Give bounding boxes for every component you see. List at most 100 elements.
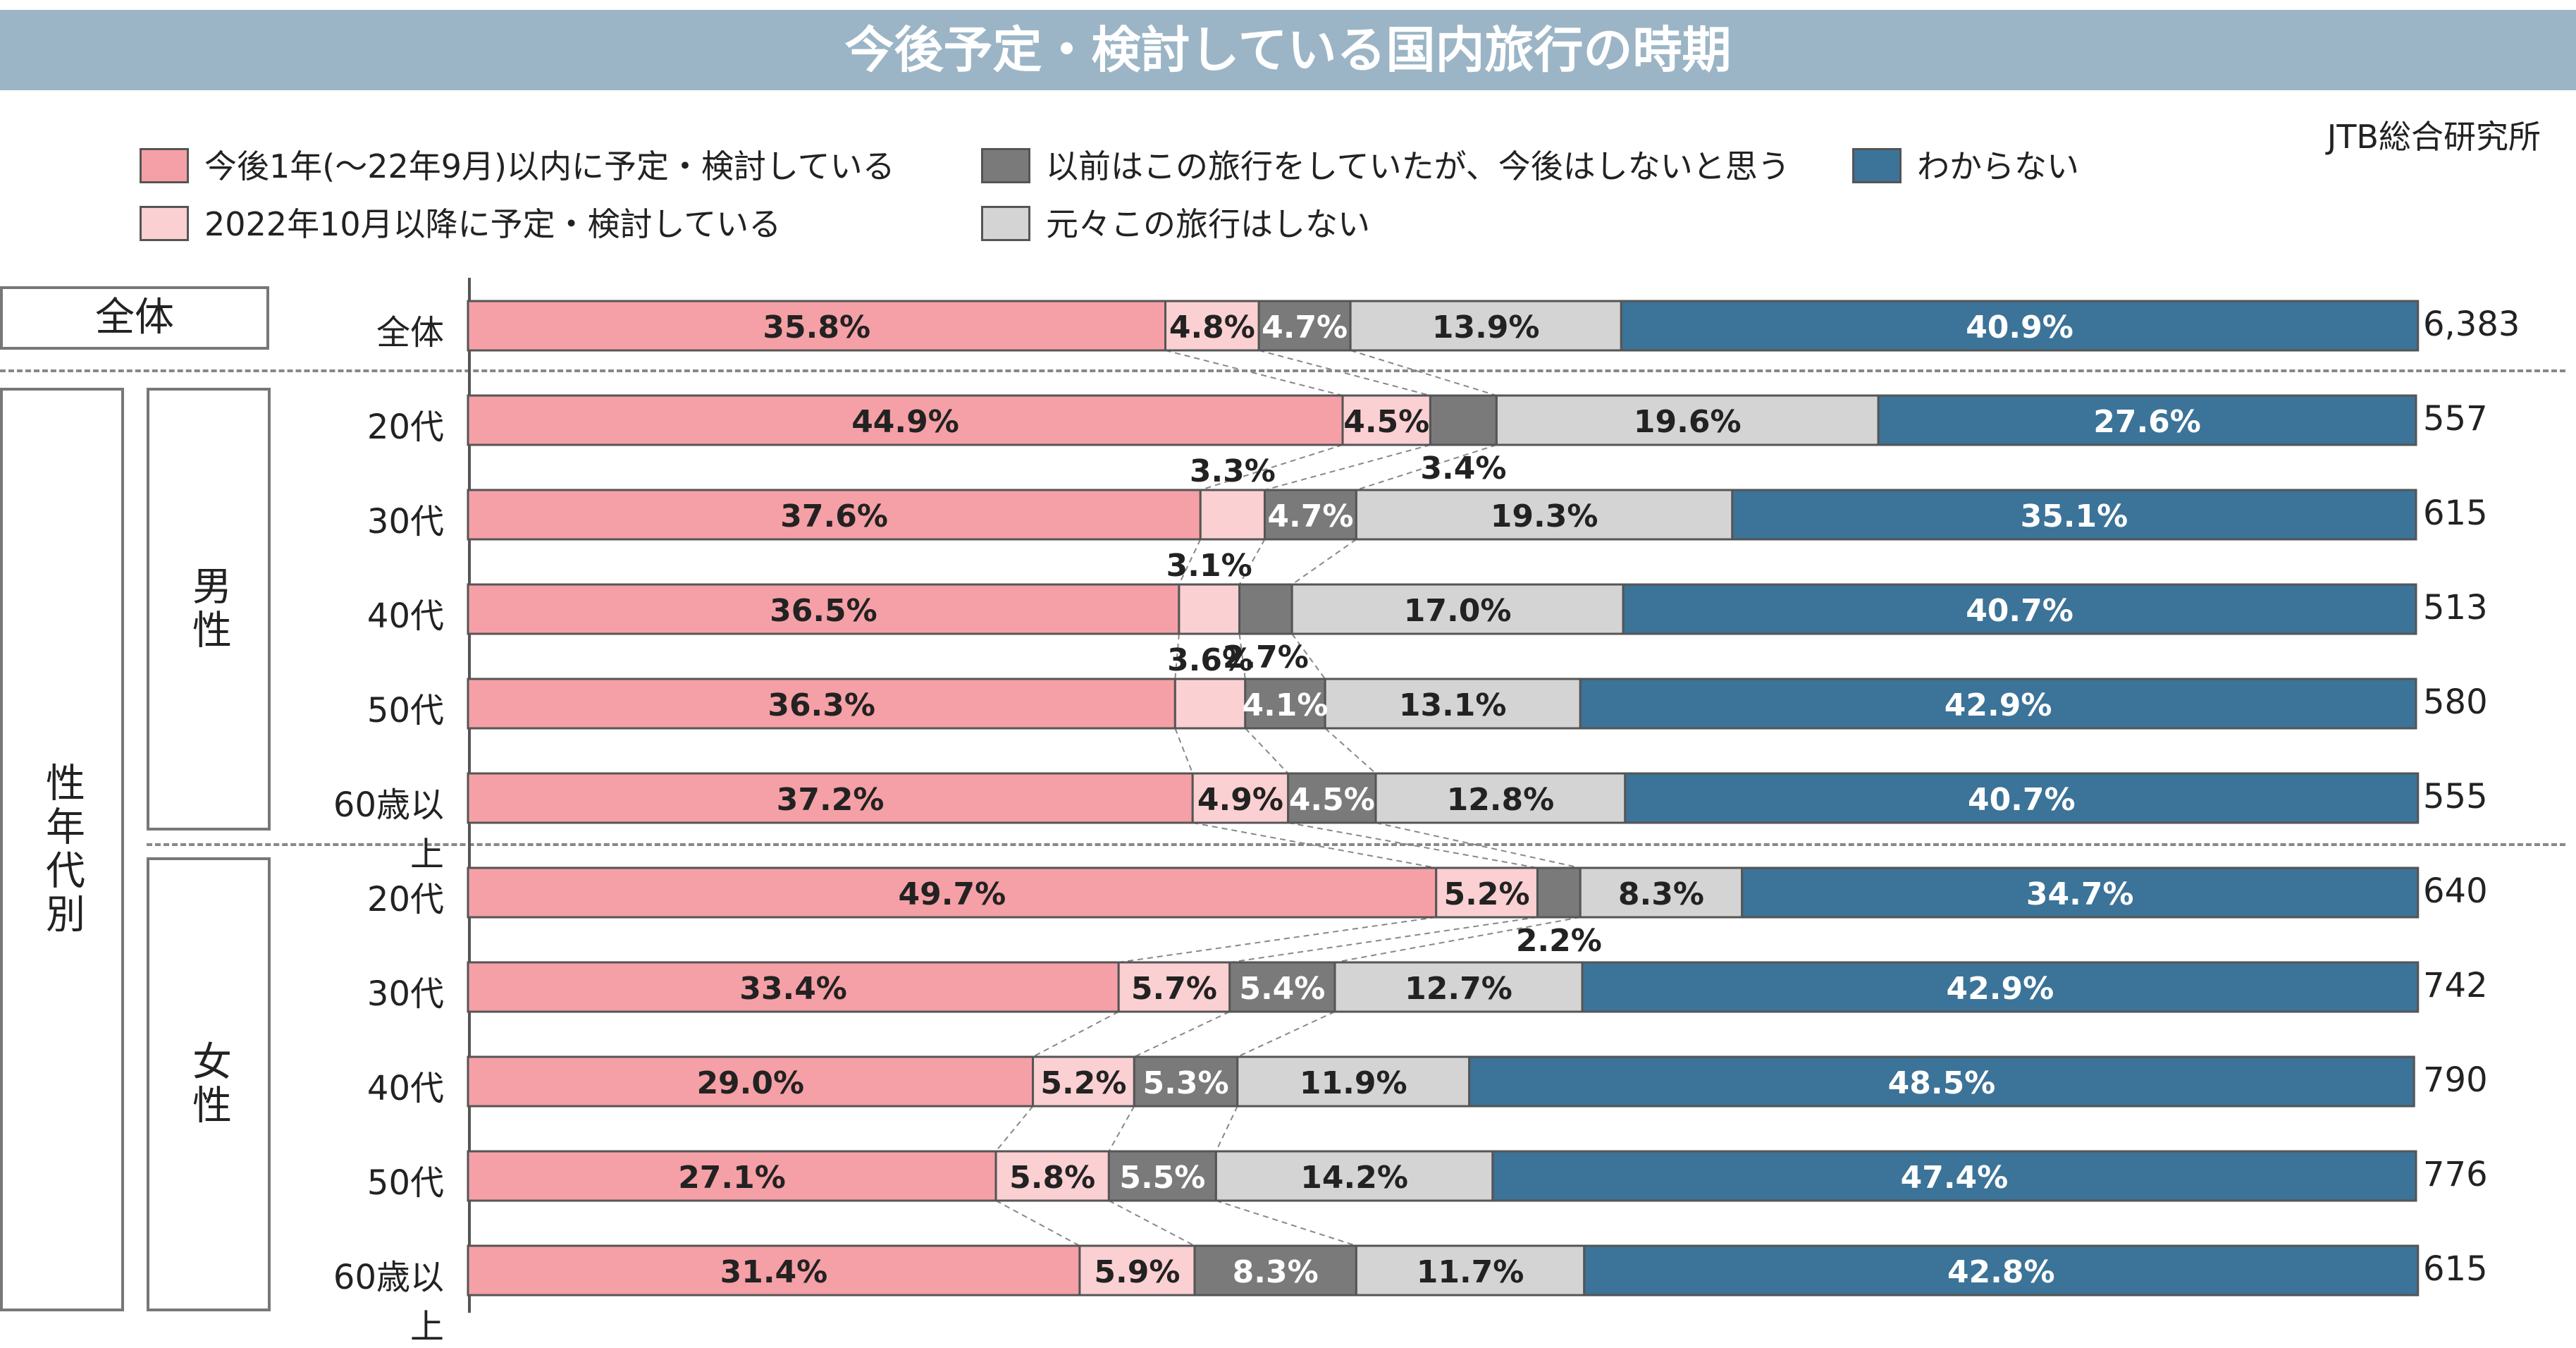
bar-segment-never — [1324, 678, 1582, 730]
data-label-never: 13.1% — [1399, 687, 1507, 723]
legend-label-unknown: わからない — [1917, 147, 2079, 185]
legend-label-after-oct-2022: 2022年10月以降に予定・検討している — [204, 205, 782, 243]
connector-line — [1118, 917, 1436, 963]
separator-male-female — [147, 843, 2565, 846]
row-label: 全体 — [376, 313, 444, 353]
sample-size: 776 — [2423, 1155, 2488, 1194]
bar-segment-unknown — [1877, 394, 2417, 446]
data-label-after-oct-2022: 3.3% — [1190, 453, 1276, 489]
data-label-unknown: 42.9% — [1945, 687, 2052, 723]
connector-line — [1288, 822, 1538, 869]
connector-line — [1375, 822, 1581, 869]
connector-line — [1238, 633, 1246, 680]
bar-segment-after-oct-2022 — [1178, 583, 1241, 635]
group-label-gender-age: 性年代別 — [39, 762, 85, 937]
data-label-never: 11.7% — [1417, 1254, 1524, 1290]
legend-swatch-stopped — [981, 148, 1030, 183]
data-label-unknown: 42.8% — [1947, 1254, 2055, 1290]
data-label-unknown: 40.9% — [1966, 310, 2073, 345]
data-label-after-oct-2022: 5.2% — [1444, 876, 1530, 912]
bar-row: 37.2% 4.9% 4.5% 12.8% 40.7% — [467, 772, 2420, 824]
bar-row: 37.6% 3.3% 4.7% 19.3% 35.1% — [467, 453, 2417, 541]
chart-title: 今後予定・検討している国内旅行の時期 — [844, 21, 1732, 79]
sample-size: 615 — [2423, 494, 2488, 533]
bar-segment-after-oct-2022 — [1435, 866, 1539, 919]
bar-segment-within-1-year — [467, 300, 1167, 352]
data-label-within-1-year: 49.7% — [899, 876, 1006, 912]
data-label-unknown: 47.4% — [1901, 1160, 2009, 1196]
sample-size: 555 — [2423, 777, 2488, 816]
data-label-unknown: 27.6% — [2093, 404, 2201, 440]
row-label: 60歳以上 — [333, 785, 444, 874]
bar-segment-unknown — [1624, 772, 2420, 824]
data-label-stopped: 4.5% — [1289, 782, 1375, 818]
bar-segment-after-oct-2022 — [1173, 678, 1247, 730]
bar-segment-unknown — [1741, 866, 2420, 919]
bar-segment-never — [1290, 583, 1625, 635]
data-label-within-1-year: 33.4% — [739, 971, 847, 1007]
group-label-female: 女性 — [185, 1041, 232, 1128]
legend-label-within-1-year: 今後1年(～22年9月)以内に予定・検討している — [204, 147, 895, 185]
data-label-stopped: 4.7% — [1262, 310, 1348, 345]
bar-segment-within-1-year — [467, 583, 1181, 635]
connector-line — [1033, 1011, 1119, 1058]
data-label-within-1-year: 36.5% — [770, 593, 877, 629]
legend-swatch-unknown — [1852, 148, 1902, 183]
connector-line — [1291, 539, 1357, 585]
bar-segment-within-1-year — [467, 961, 1120, 1013]
group-label-male: 男性 — [185, 565, 232, 653]
connector-line — [1237, 1011, 1336, 1058]
data-label-within-1-year: 31.4% — [720, 1254, 828, 1290]
bar-segment-never — [1333, 961, 1584, 1013]
connector-line — [1245, 728, 1289, 774]
connector-line — [1200, 444, 1343, 491]
legend-label-never: 元々この旅行はしない — [1046, 205, 1370, 243]
data-label-never: 11.9% — [1300, 1065, 1407, 1101]
bar-segment-stopped — [1263, 489, 1357, 541]
bar-segment-within-1-year — [467, 1055, 1035, 1108]
separator-overall — [0, 369, 2565, 372]
data-label-never: 19.3% — [1491, 498, 1598, 534]
sample-size: 513 — [2423, 588, 2488, 627]
connector-line — [1238, 539, 1266, 585]
connector-line — [1193, 822, 1436, 869]
data-label-after-oct-2022: 3.1% — [1166, 548, 1252, 584]
data-label-within-1-year: 35.8% — [763, 310, 870, 345]
group-label-overall: 全体 — [95, 295, 174, 341]
data-label-stopped: 8.3% — [1233, 1254, 1319, 1290]
connector-line — [1108, 1105, 1135, 1152]
bar-segment-stopped — [1536, 866, 1582, 919]
row-label: 60歳以上 — [333, 1258, 444, 1347]
bar-row: 49.7% 5.2% 2.2% 8.3% 34.7% — [467, 866, 2420, 959]
data-label-after-oct-2022: 3.6% — [1167, 642, 1253, 678]
sample-size: 557 — [2423, 399, 2488, 439]
bar-segment-within-1-year — [467, 1150, 997, 1202]
connector-line — [1356, 444, 1497, 491]
bar-segment-stopped — [1238, 583, 1293, 635]
data-label-stopped: 4.1% — [1242, 687, 1328, 723]
data-label-within-1-year: 36.3% — [768, 687, 875, 723]
bar-segment-after-oct-2022 — [994, 1150, 1110, 1202]
row-label: 40代 — [366, 596, 444, 636]
group-box-male — [147, 388, 271, 831]
connector-line — [1258, 350, 1431, 396]
connector-line — [1108, 1200, 1195, 1246]
bar-segment-unknown — [1491, 1150, 2417, 1202]
data-label-stopped: 2.2% — [1516, 923, 1602, 959]
data-label-never: 12.8% — [1447, 782, 1555, 818]
title-band — [0, 10, 2576, 90]
bar-segment-unknown — [1583, 1244, 2420, 1297]
data-label-within-1-year: 44.9% — [851, 404, 959, 440]
bar-segment-stopped — [1429, 394, 1498, 446]
connector-line — [1215, 1105, 1238, 1152]
data-label-unknown: 35.1% — [2021, 498, 2128, 534]
data-label-after-oct-2022: 5.2% — [1040, 1065, 1126, 1101]
data-label-unknown: 34.7% — [2026, 876, 2134, 912]
connector-line — [1174, 728, 1194, 774]
bar-row: 36.5% 3.1% 2.7% 17.0% 40.7% — [467, 548, 2417, 675]
bar-segment-after-oct-2022 — [1117, 961, 1231, 1013]
connector-line — [1133, 1011, 1231, 1058]
data-label-after-oct-2022: 4.8% — [1169, 310, 1255, 345]
sample-size: 580 — [2423, 682, 2488, 722]
